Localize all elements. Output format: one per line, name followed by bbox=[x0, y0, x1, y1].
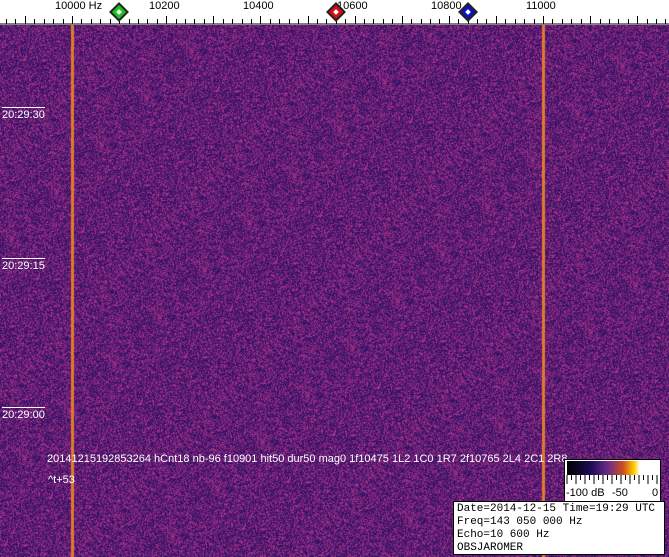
freq-unit: Hz bbox=[88, 0, 103, 12]
echo-line: Echo=10 600 Hz bbox=[457, 529, 550, 541]
observer-line: OBSJAROMER bbox=[457, 542, 524, 554]
colorbar: -100 dB -50 0 bbox=[564, 459, 661, 502]
freq-value: 10000 bbox=[55, 0, 86, 12]
observation-info-box: Date=2014-12-15 Time=19:29 UTC Freq=143 … bbox=[453, 501, 665, 555]
freq-label-10400: 10400 bbox=[243, 0, 274, 12]
colorbar-mid-label: -50 bbox=[612, 487, 628, 499]
colorbar-min-label: -100 dB bbox=[566, 487, 605, 499]
time-offset: ^t+53 bbox=[48, 474, 75, 486]
time-label: 20:29:15 bbox=[2, 258, 45, 272]
colorbar-max-label: 0 bbox=[652, 487, 659, 499]
time-label: 20:29:00 bbox=[2, 407, 45, 421]
date-time-line: Date=2014-12-15 Time=19:29 UTC bbox=[457, 503, 656, 515]
colorbar-gradient bbox=[567, 461, 658, 475]
waterfall-spectrogram bbox=[0, 25, 669, 557]
time-label: 20:29:30 bbox=[2, 107, 45, 121]
freq-label-10800: 10800 bbox=[431, 0, 462, 12]
detection-info: 20141215192853264 hCnt18 nb-96 f10901 hi… bbox=[47, 453, 568, 465]
freq-label-10200: 10200 bbox=[149, 0, 180, 12]
colorbar-ticks bbox=[566, 475, 658, 484]
freq-label-10000: 10000 Hz bbox=[55, 0, 102, 12]
freq-label-11000: 11000 bbox=[526, 0, 556, 12]
freq-label-10600: 10600 bbox=[337, 0, 368, 12]
frequency-axis: 10000 Hz 10200 10400 10600 10800 11000 bbox=[0, 0, 669, 25]
frequency-ticks bbox=[0, 16, 669, 25]
frequency-line: Freq=143 050 000 Hz bbox=[457, 516, 583, 528]
